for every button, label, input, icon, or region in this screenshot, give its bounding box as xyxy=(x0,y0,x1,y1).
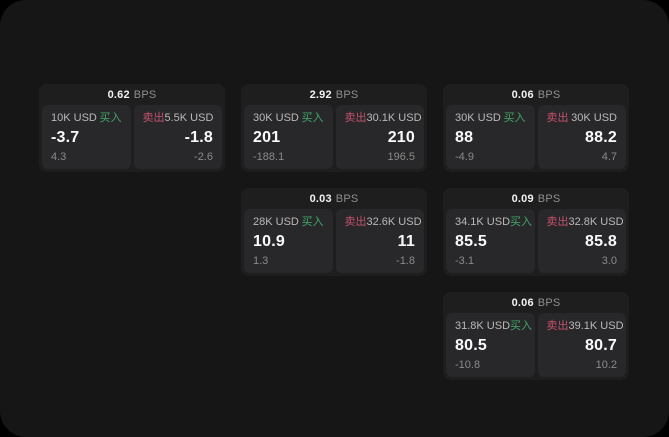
sell-side-label: 卖出 xyxy=(546,216,569,228)
sell-side-label: 卖出 xyxy=(142,112,165,124)
spread-unit: BPS xyxy=(537,296,561,309)
spread-value: 0.09 xyxy=(511,192,534,205)
spread-value: 0.06 xyxy=(511,88,534,101)
sell-panel[interactable]: 卖出 30K USD 88.2 4.7 xyxy=(537,105,626,169)
sell-side-label: 卖出 xyxy=(344,216,367,228)
buy-panel[interactable]: 31.8K USD 买入 80.5 -10.8 xyxy=(446,313,535,377)
quote-panels: 34.1K USD 买入 85.5 -3.1 卖出 32.8K USD 85.8… xyxy=(443,209,629,276)
sell-price: -1.8 xyxy=(184,129,213,146)
sell-size: 30K USD xyxy=(571,112,617,124)
spread-value: 0.03 xyxy=(309,192,332,205)
quote-card: 0.06 BPS 30K USD 买入 88 -4.9 卖出 30K USD 8… xyxy=(443,84,629,172)
buy-size: 34.1K USD xyxy=(455,216,511,228)
quote-panels: 31.8K USD 买入 80.5 -10.8 卖出 39.1K USD 80.… xyxy=(443,313,629,380)
sell-price: 80.7 xyxy=(585,337,617,354)
sell-size: 32.6K USD xyxy=(366,216,422,228)
spread-unit: BPS xyxy=(537,192,561,205)
sell-sub-value: 196.5 xyxy=(387,151,415,163)
spread-unit: BPS xyxy=(335,88,359,101)
sell-side-label: 卖出 xyxy=(344,112,367,124)
buy-panel[interactable]: 30K USD 买入 88 -4.9 xyxy=(446,105,535,169)
sell-price: 11 xyxy=(397,233,415,250)
buy-size: 30K USD xyxy=(253,112,299,124)
quote-panels: 28K USD 买入 10.9 1.3 卖出 32.6K USD 11 -1.8 xyxy=(241,209,427,276)
spread-header: 0.03 BPS xyxy=(241,188,427,209)
sell-sub-value: -2.6 xyxy=(194,151,213,163)
sell-side-label: 卖出 xyxy=(546,112,569,124)
spread-value: 0.06 xyxy=(511,296,534,309)
spread-unit: BPS xyxy=(537,88,561,101)
quote-panels: 10K USD 买入 -3.7 4.3 卖出 5.5K USD -1.8 -2.… xyxy=(39,105,225,172)
buy-sub-value: -10.8 xyxy=(455,359,481,371)
buy-price: 10.9 xyxy=(253,233,285,250)
buy-size: 28K USD xyxy=(253,216,299,228)
buy-price: 201 xyxy=(253,129,281,146)
buy-sub-value: -4.9 xyxy=(455,151,474,163)
buy-side-label: 买入 xyxy=(510,320,533,332)
buy-price: 85.5 xyxy=(455,233,487,250)
spread-header: 0.62 BPS xyxy=(39,84,225,105)
buy-price: 88 xyxy=(455,129,474,146)
buy-sub-value: -188.1 xyxy=(253,151,285,163)
buy-sub-value: -3.1 xyxy=(455,255,474,267)
spread-header: 0.06 BPS xyxy=(443,292,629,313)
buy-panel[interactable]: 30K USD 买入 201 -188.1 xyxy=(244,105,333,169)
sell-price: 210 xyxy=(387,129,415,146)
buy-size: 10K USD xyxy=(51,112,97,124)
buy-panel[interactable]: 10K USD 买入 -3.7 4.3 xyxy=(42,105,131,169)
sell-price: 88.2 xyxy=(585,129,617,146)
sell-panel[interactable]: 卖出 39.1K USD 80.7 10.2 xyxy=(537,313,626,377)
spread-unit: BPS xyxy=(133,88,157,101)
buy-side-label: 买入 xyxy=(301,216,324,228)
buy-sub-value: 4.3 xyxy=(51,151,67,163)
quote-card: 0.09 BPS 34.1K USD 买入 85.5 -3.1 卖出 32.8K… xyxy=(443,188,629,276)
quote-panels: 30K USD 买入 201 -188.1 卖出 30.1K USD 210 1… xyxy=(241,105,427,172)
sell-size: 39.1K USD xyxy=(568,320,624,332)
buy-price: 80.5 xyxy=(455,337,487,354)
spread-header: 0.06 BPS xyxy=(443,84,629,105)
buy-side-label: 买入 xyxy=(510,216,533,228)
buy-price: -3.7 xyxy=(51,129,80,146)
buy-size: 31.8K USD xyxy=(455,320,511,332)
quote-panels: 30K USD 买入 88 -4.9 卖出 30K USD 88.2 4.7 xyxy=(443,105,629,172)
sell-sub-value: -1.8 xyxy=(396,255,415,267)
quote-card: 2.92 BPS 30K USD 买入 201 -188.1 卖出 30.1K … xyxy=(241,84,427,172)
buy-size: 30K USD xyxy=(455,112,501,124)
sell-sub-value: 4.7 xyxy=(601,151,617,163)
spread-unit: BPS xyxy=(335,192,359,205)
sell-price: 85.8 xyxy=(585,233,617,250)
buy-side-label: 买入 xyxy=(99,112,122,124)
sell-size: 32.8K USD xyxy=(568,216,624,228)
sell-panel[interactable]: 卖出 30.1K USD 210 196.5 xyxy=(335,105,424,169)
sell-side-label: 卖出 xyxy=(546,320,569,332)
spread-value: 0.62 xyxy=(107,88,130,101)
buy-sub-value: 1.3 xyxy=(253,255,269,267)
sell-size: 30.1K USD xyxy=(366,112,422,124)
spread-header: 2.92 BPS xyxy=(241,84,427,105)
buy-panel[interactable]: 28K USD 买入 10.9 1.3 xyxy=(244,209,333,273)
quote-card: 0.62 BPS 10K USD 买入 -3.7 4.3 卖出 5.5K USD… xyxy=(39,84,225,172)
sell-sub-value: 10.2 xyxy=(595,359,617,371)
sell-sub-value: 3.0 xyxy=(601,255,617,267)
sell-panel[interactable]: 卖出 32.8K USD 85.8 3.0 xyxy=(537,209,626,273)
quote-card: 0.03 BPS 28K USD 买入 10.9 1.3 卖出 32.6K US… xyxy=(241,188,427,276)
spread-value: 2.92 xyxy=(309,88,332,101)
sell-panel[interactable]: 卖出 32.6K USD 11 -1.8 xyxy=(335,209,424,273)
buy-side-label: 买入 xyxy=(301,112,324,124)
quote-card: 0.06 BPS 31.8K USD 买入 80.5 -10.8 卖出 39.1… xyxy=(443,292,629,380)
sell-panel[interactable]: 卖出 5.5K USD -1.8 -2.6 xyxy=(133,105,222,169)
sell-size: 5.5K USD xyxy=(164,112,214,124)
buy-side-label: 买入 xyxy=(503,112,526,124)
spread-header: 0.09 BPS xyxy=(443,188,629,209)
buy-panel[interactable]: 34.1K USD 买入 85.5 -3.1 xyxy=(446,209,535,273)
